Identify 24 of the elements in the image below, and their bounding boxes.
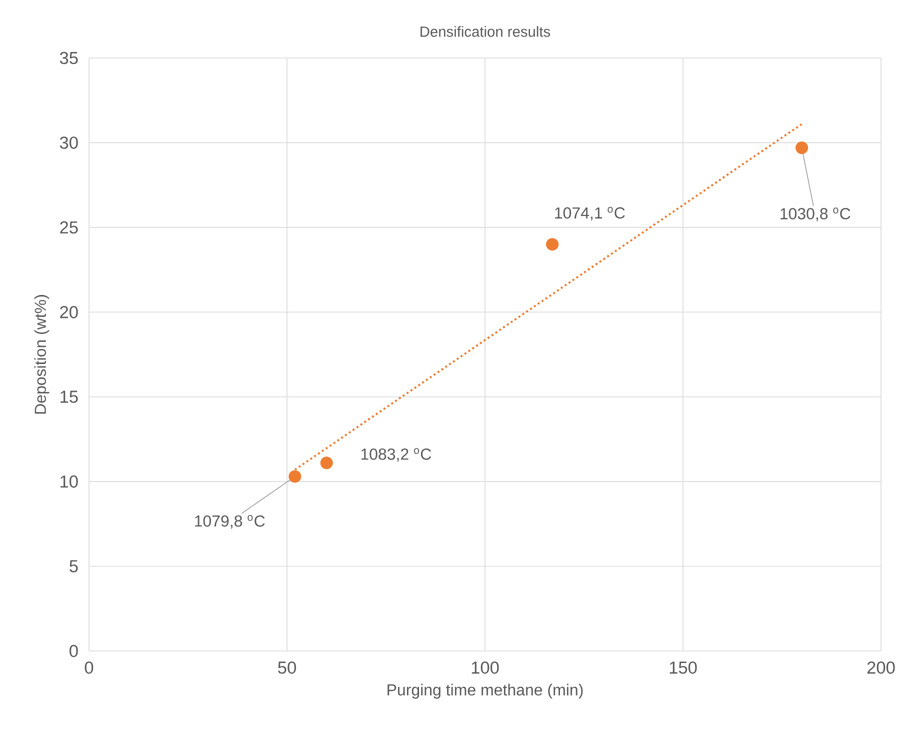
y-tick-label: 15: [60, 390, 78, 403]
x-tick-label: 50: [278, 661, 296, 674]
y-tick-label: 35: [60, 52, 78, 64]
point: [320, 456, 333, 470]
point: [546, 238, 559, 251]
y-tick-label: 0: [70, 644, 78, 658]
x-axis-title: Purging time methane (min): [388, 684, 583, 699]
y-tick-label: 5: [70, 560, 78, 572]
y-tick-label: 10: [60, 475, 78, 488]
x-tick-label: 100: [472, 661, 499, 674]
x-tick-label: 150: [670, 661, 697, 674]
y-axis-title: Deposition (wt%): [34, 295, 50, 414]
chart-title: Densification results: [420, 26, 550, 37]
annotation: 1079,8 $^{o}$C: [195, 515, 265, 529]
y-tick-label: 30: [60, 136, 78, 149]
annotation: 1074,1 $^{o}$C: [555, 206, 625, 220]
y-tick-label: 25: [60, 221, 78, 234]
point: [796, 142, 808, 154]
annotation: 1083,2 $^{o}$C: [361, 448, 432, 462]
x-tick-label: 0: [84, 661, 94, 674]
y-tick-label: 20: [60, 306, 78, 318]
x-tick-label: 200: [867, 661, 895, 674]
annotation: 1030,8 $^{o}$C: [780, 208, 850, 222]
point: [288, 470, 302, 483]
